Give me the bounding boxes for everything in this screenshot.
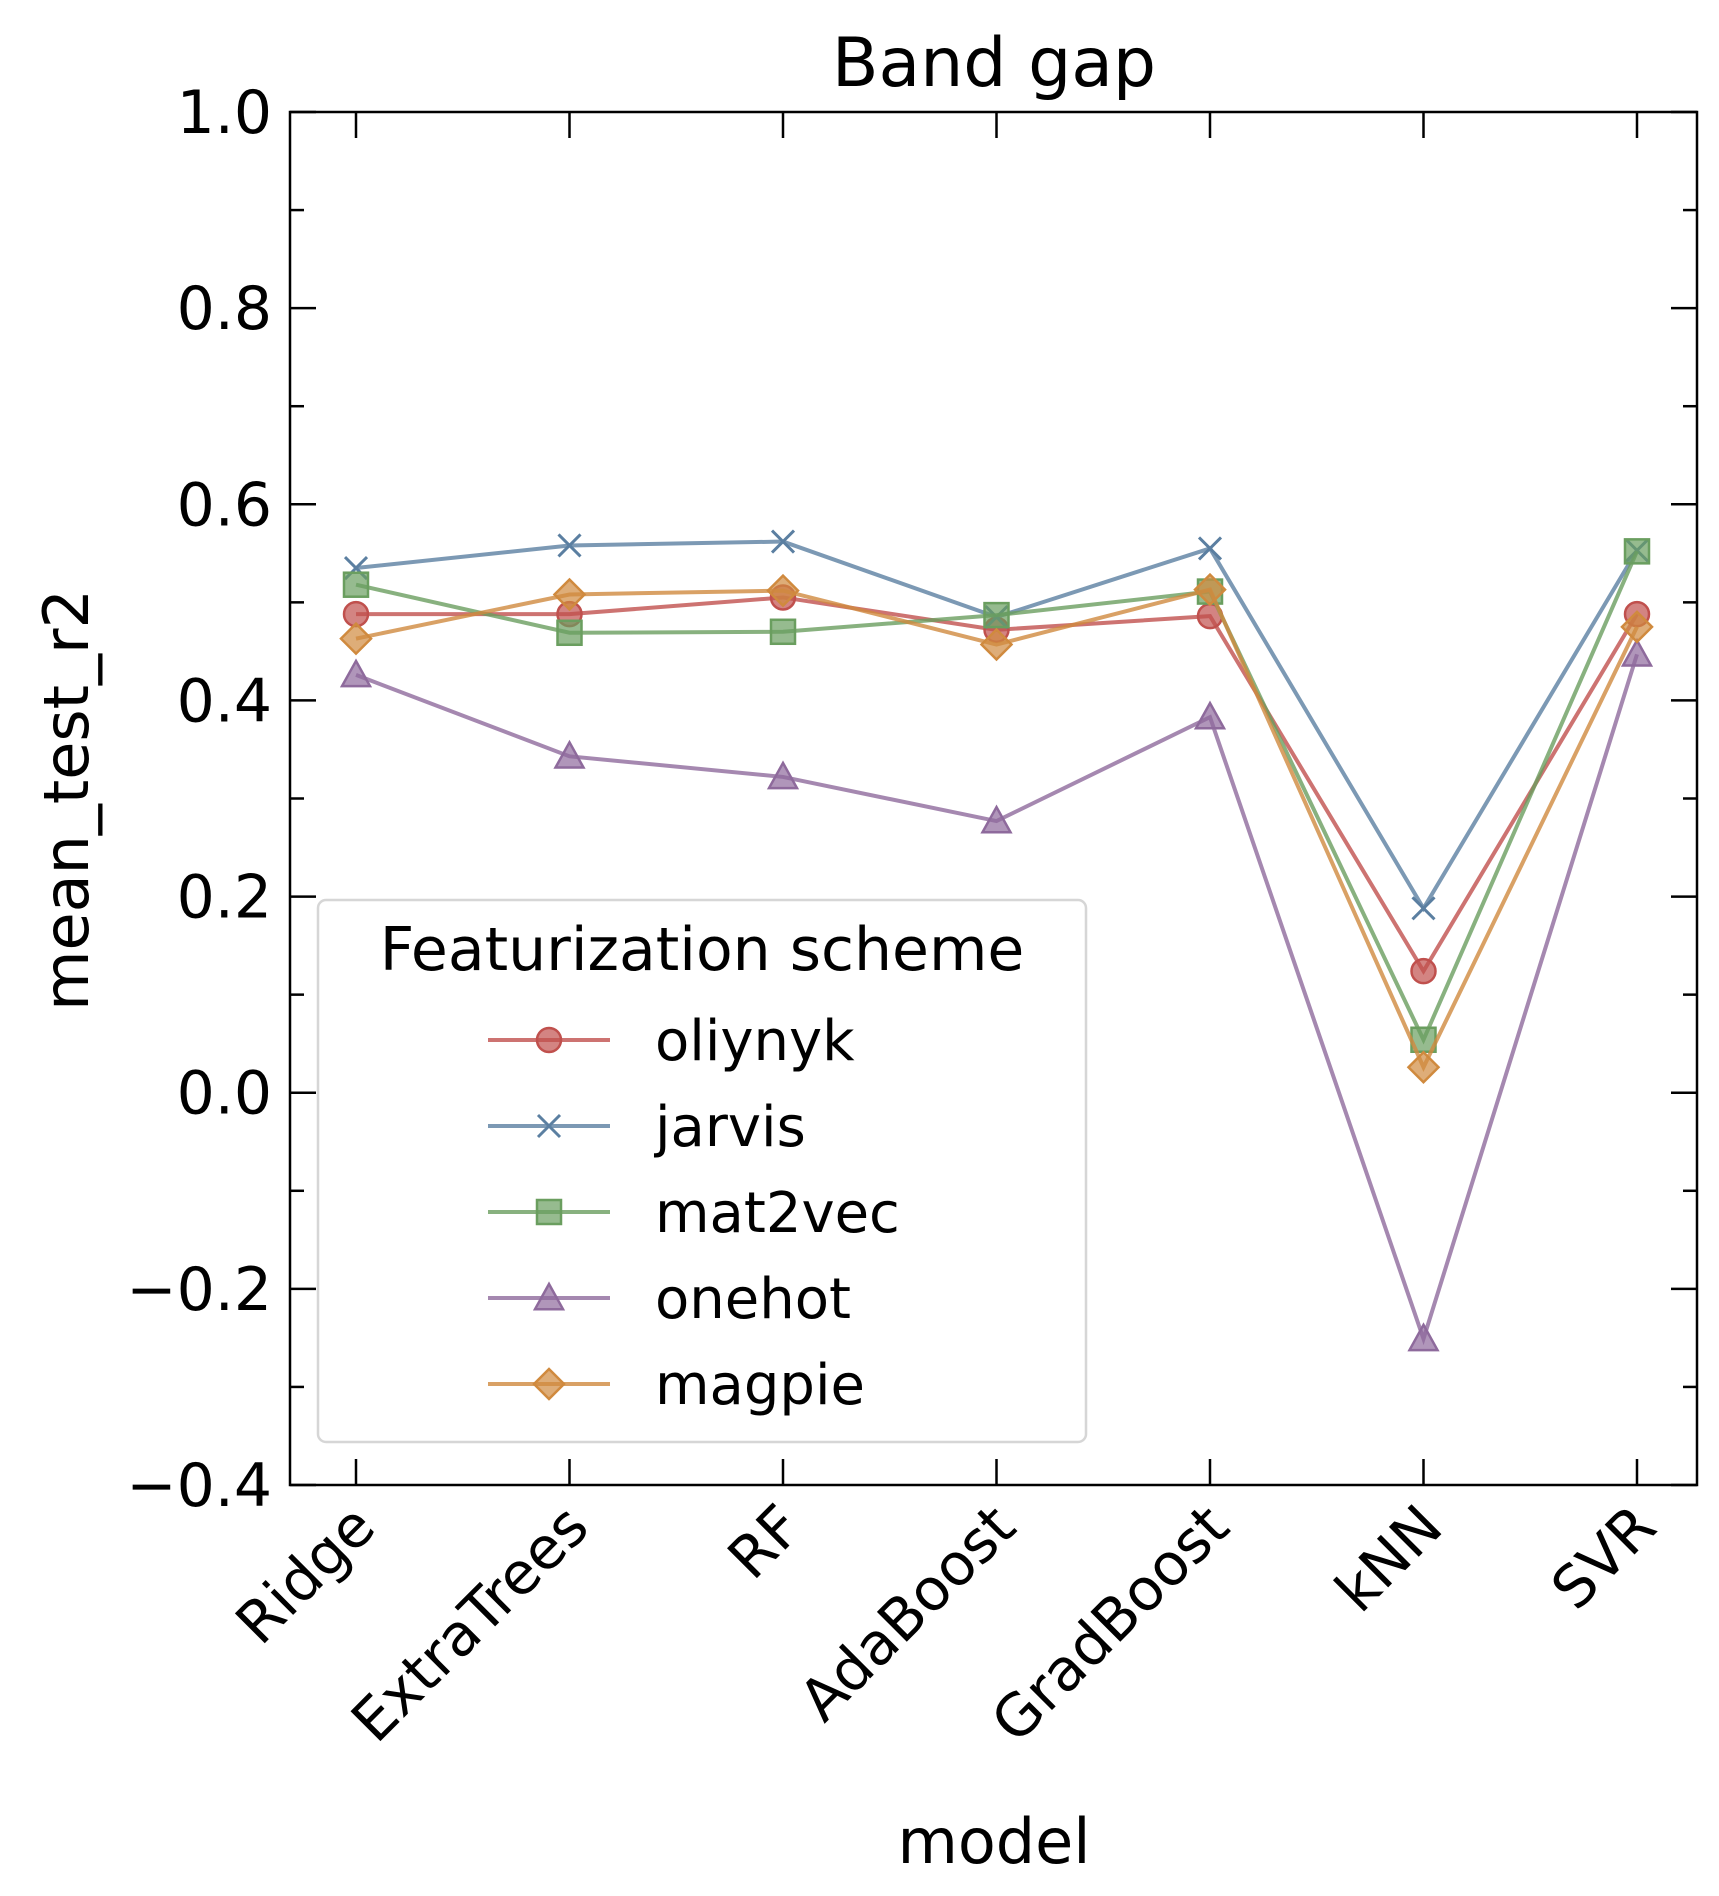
legend-label: jarvis	[653, 1095, 806, 1160]
data-point-magpie	[979, 627, 1014, 662]
legend-item-onehot: onehot	[488, 1267, 851, 1332]
series-jarvis	[343, 529, 1650, 921]
data-point-onehot	[553, 739, 586, 769]
legend-marker-mat2vec	[535, 1198, 563, 1226]
data-point-onehot	[766, 760, 800, 790]
y-tick-label: 0.2	[177, 863, 272, 933]
legend-marker-magpie	[532, 1367, 566, 1401]
y-tick-label: 0.6	[177, 470, 272, 540]
data-point-magpie	[1620, 610, 1654, 644]
x-axis-label: model	[897, 1805, 1090, 1878]
plot-area: −0.4−0.20.00.20.40.60.81.0RidgeExtraTree…	[126, 78, 1699, 1755]
marker-stroke	[557, 533, 582, 558]
data-point-magpie	[552, 577, 587, 612]
legend-frame	[316, 898, 1088, 1444]
marker-stroke	[1411, 896, 1436, 921]
x-tick-label: SVR	[1538, 1492, 1669, 1623]
legend-marker-oliynyk	[535, 1026, 563, 1054]
data-point-magpie	[1406, 1050, 1441, 1084]
data-point-mat2vec	[769, 618, 797, 646]
chart-title: Band gap	[832, 24, 1156, 103]
y-tick-label: 0.0	[177, 1059, 272, 1129]
data-point-jarvis	[1411, 896, 1436, 921]
y-tick-label: −0.2	[126, 1255, 272, 1325]
legend-label: magpie	[655, 1353, 865, 1418]
x-tick-label: RF	[715, 1492, 815, 1592]
data-point-magpie	[766, 573, 800, 608]
y-tick-label: 0.4	[177, 666, 272, 736]
data-point-onehot	[1407, 1322, 1440, 1352]
y-axis-label: mean_test_r2	[30, 589, 103, 1011]
legend-label: onehot	[655, 1267, 851, 1332]
legend-marker-onehot	[532, 1281, 566, 1311]
data-point-mat2vec	[1623, 538, 1651, 565]
data-point-onehot	[1620, 637, 1654, 667]
legend-item-jarvis: jarvis	[488, 1095, 806, 1160]
data-point-onehot	[339, 658, 373, 688]
data-point-onehot	[1193, 700, 1227, 730]
series-magpie	[339, 572, 1654, 1084]
legend-label: oliynyk	[655, 1009, 855, 1074]
data-point-mat2vec	[556, 619, 583, 647]
series-onehot	[339, 637, 1654, 1352]
x-tick-label: kNN	[1322, 1492, 1455, 1625]
data-point-jarvis	[1197, 536, 1223, 561]
legend-item-magpie: magpie	[488, 1353, 865, 1418]
data-point-oliynyk	[1410, 957, 1437, 985]
series-line-jarvis	[355, 539, 1639, 913]
y-tick-label: 0.8	[177, 274, 272, 344]
y-tick-label: 1.0	[177, 78, 272, 148]
marker-stroke	[770, 529, 796, 554]
data-point-mat2vec	[342, 571, 370, 598]
data-point-mat2vec	[983, 601, 1010, 629]
legend-title: Featurization scheme	[380, 915, 1025, 985]
marker-stroke	[1197, 536, 1223, 561]
y-tick-label: −0.4	[126, 1451, 272, 1521]
legend-item-mat2vec: mat2vec	[488, 1181, 900, 1246]
marker-stroke	[536, 1113, 562, 1139]
legend: Featurization scheme oliynyk jarvis mat2vec…	[316, 898, 1088, 1444]
data-point-magpie	[339, 621, 373, 656]
legend-marker-jarvis	[536, 1113, 562, 1139]
data-point-onehot	[980, 804, 1013, 834]
data-point-jarvis	[770, 529, 796, 554]
legend-item-oliynyk: oliynyk	[488, 1009, 855, 1074]
legend-label: mat2vec	[655, 1181, 900, 1246]
data-point-jarvis	[557, 533, 582, 558]
data-point-magpie	[1193, 572, 1227, 607]
